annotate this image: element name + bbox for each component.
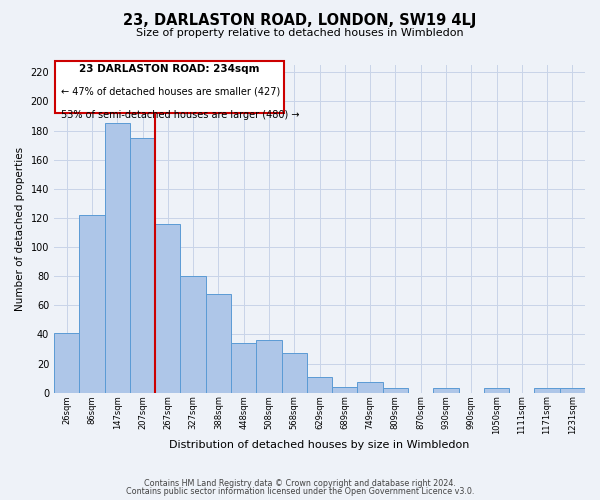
Bar	[358, 382, 383, 392]
Bar	[256, 340, 281, 392]
Bar	[484, 388, 509, 392]
Bar	[281, 354, 307, 393]
Bar	[206, 294, 231, 392]
Bar	[54, 333, 79, 392]
Y-axis label: Number of detached properties: Number of detached properties	[15, 147, 25, 311]
Bar	[560, 388, 585, 392]
Bar	[104, 124, 130, 392]
FancyBboxPatch shape	[55, 60, 284, 113]
Bar	[181, 276, 206, 392]
X-axis label: Distribution of detached houses by size in Wimbledon: Distribution of detached houses by size …	[169, 440, 470, 450]
Bar	[383, 388, 408, 392]
Text: Size of property relative to detached houses in Wimbledon: Size of property relative to detached ho…	[136, 28, 464, 38]
Text: Contains HM Land Registry data © Crown copyright and database right 2024.: Contains HM Land Registry data © Crown c…	[144, 478, 456, 488]
Bar	[231, 343, 256, 392]
Bar	[433, 388, 458, 392]
Bar	[535, 388, 560, 392]
Text: ← 47% of detached houses are smaller (427): ← 47% of detached houses are smaller (42…	[61, 87, 280, 97]
Text: 23 DARLASTON ROAD: 234sqm: 23 DARLASTON ROAD: 234sqm	[79, 64, 260, 74]
Bar	[307, 376, 332, 392]
Bar	[79, 215, 104, 392]
Text: Contains public sector information licensed under the Open Government Licence v3: Contains public sector information licen…	[126, 487, 474, 496]
Bar	[155, 224, 181, 392]
Bar	[332, 387, 358, 392]
Text: 23, DARLASTON ROAD, LONDON, SW19 4LJ: 23, DARLASTON ROAD, LONDON, SW19 4LJ	[124, 12, 476, 28]
Bar	[130, 138, 155, 392]
Text: 53% of semi-detached houses are larger (480) →: 53% of semi-detached houses are larger (…	[61, 110, 299, 120]
